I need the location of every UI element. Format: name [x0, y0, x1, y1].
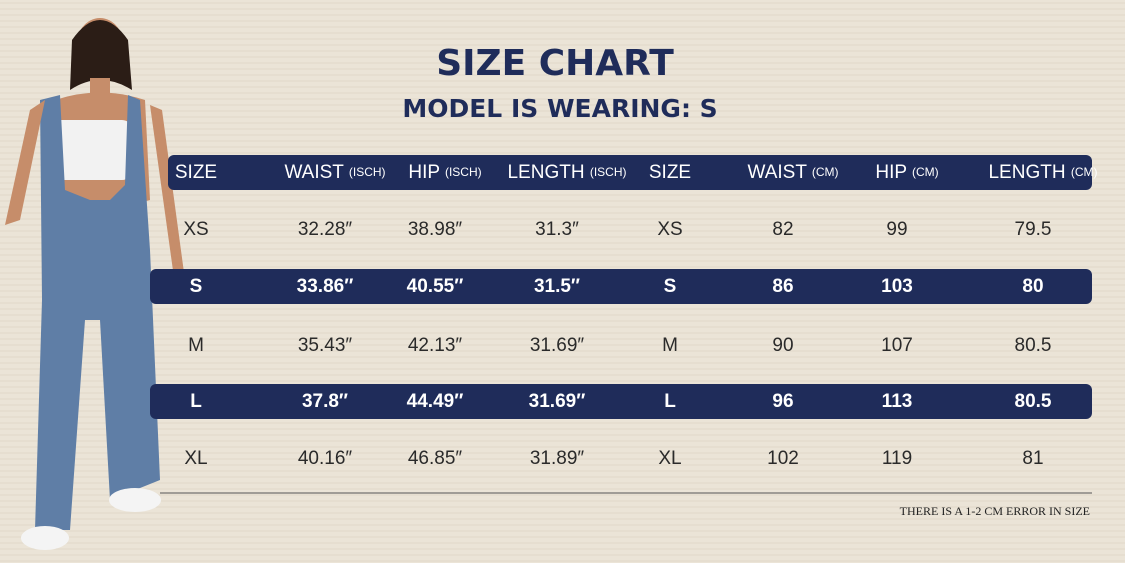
table-cell: L [190, 391, 202, 412]
table-cell: 46.85″ [408, 448, 463, 469]
table-cell: 33.86″ [297, 276, 354, 297]
table-cell: 37.8″ [302, 391, 348, 412]
table-cell: XL [658, 448, 681, 469]
table-cell: M [188, 335, 204, 356]
table-cell: 113 [882, 391, 913, 412]
table-cell: S [190, 276, 203, 297]
table-cell: 31.89″ [530, 448, 585, 469]
header-label: HIP [408, 162, 439, 183]
table-cell: 80.5 [1015, 391, 1052, 412]
table-cell: 82 [772, 219, 793, 240]
table-cell: 80 [1022, 276, 1043, 297]
header-unit: (CM) [812, 165, 839, 179]
header-cell: WAIST (ISCH) [284, 162, 385, 183]
header-label: LENGTH [988, 162, 1065, 183]
table-cell: 32.28″ [298, 219, 353, 240]
table-cell: 31.69″ [530, 335, 585, 356]
table-cell: L [664, 391, 676, 412]
table-cell: 86 [772, 276, 793, 297]
table-cell: 40.16″ [298, 448, 353, 469]
table-cell: S [664, 276, 677, 297]
table-cell: 42.13″ [408, 335, 463, 356]
table-cell: 31.69″ [529, 391, 586, 412]
table-cell: 96 [772, 391, 793, 412]
table-cell: 119 [882, 448, 912, 469]
header-label: SIZE [175, 162, 217, 183]
table-cell: 40.55″ [407, 276, 464, 297]
model-figure [5, 18, 185, 550]
table-cell: 99 [886, 219, 907, 240]
row-highlight [150, 384, 1092, 419]
table-cell: 107 [881, 335, 913, 356]
table-cell: 35.43″ [298, 335, 353, 356]
header-unit: (CM) [1071, 165, 1098, 179]
header-label: WAIST [284, 162, 344, 183]
header-cell: LENGTH (ISCH) [507, 162, 626, 183]
table-cell: 103 [881, 276, 913, 297]
header-cell: HIP (CM) [875, 162, 938, 183]
header-unit: (ISCH) [445, 165, 482, 179]
table-cell: 44.49″ [407, 391, 464, 412]
subtitle: MODEL IS WEARING: S [402, 94, 717, 123]
table-cell: 31.3″ [535, 219, 579, 240]
table-cell: 38.98″ [408, 219, 463, 240]
table-cell: 80.5 [1015, 335, 1052, 356]
header-label: WAIST [747, 162, 807, 183]
table-cell: 90 [772, 335, 793, 356]
header-label: SIZE [649, 162, 691, 183]
table-cell: 31.5″ [534, 276, 580, 297]
row-highlight [150, 269, 1092, 304]
table-cell: M [662, 335, 678, 356]
table-cell: 79.5 [1015, 219, 1052, 240]
header-cell: HIP (ISCH) [408, 162, 481, 183]
table-cell: XS [183, 219, 208, 240]
note: THERE IS A 1-2 CM ERROR IN SIZE [900, 504, 1090, 518]
header-cell: SIZE [649, 162, 691, 183]
header-band [168, 155, 1092, 190]
table-cell: 102 [767, 448, 799, 469]
header-unit: (ISCH) [590, 165, 627, 179]
title: SIZE CHART [436, 43, 674, 84]
header-label: HIP [875, 162, 906, 183]
header-cell: LENGTH (CM) [988, 162, 1097, 183]
header-cell: WAIST (CM) [747, 162, 838, 183]
header-cell: SIZE [175, 162, 217, 183]
size-table: SIZE WAIST (ISCH) HIP (ISCH) LENGTH (ISCH) S… [150, 162, 1098, 469]
table-cell: 81 [1022, 448, 1043, 469]
table-cell: XL [184, 448, 207, 469]
header-label: LENGTH [507, 162, 584, 183]
header-unit: (ISCH) [349, 165, 386, 179]
table-cell: XS [657, 219, 682, 240]
header-unit: (CM) [912, 165, 939, 179]
